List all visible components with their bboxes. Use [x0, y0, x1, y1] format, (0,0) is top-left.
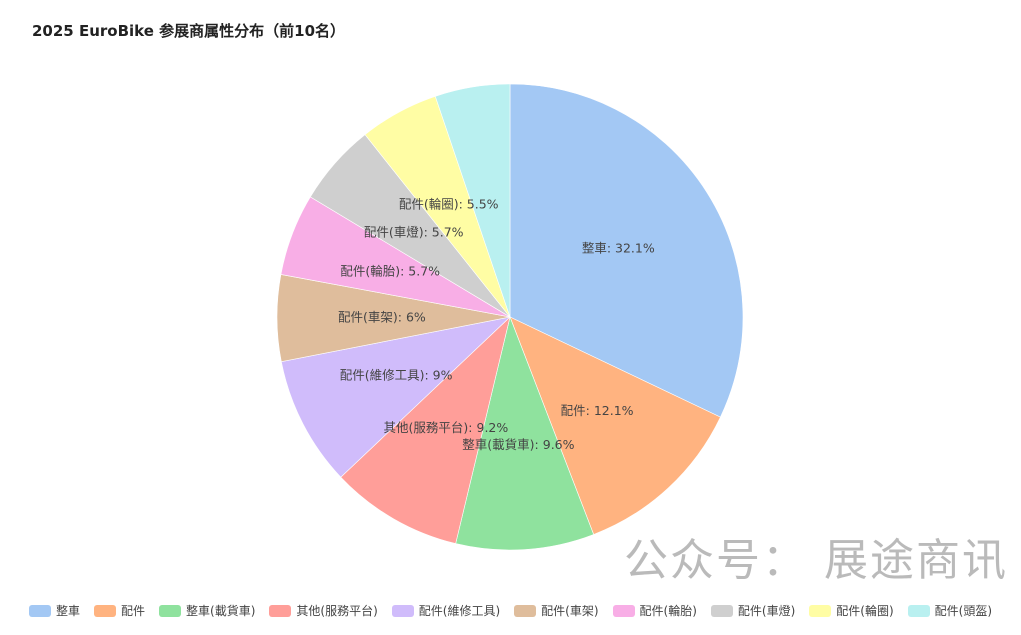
- pie-data-label: 配件(輪胎): 5.7%: [340, 264, 440, 279]
- pie-slice[interactable]: [455, 315, 595, 551]
- legend-swatch: [809, 604, 832, 617]
- legend-item[interactable]: 其他(服務平台): [269, 602, 378, 619]
- legend-item[interactable]: 配件(輪胎): [612, 602, 697, 619]
- chart-legend: 整車 配件 整車(載貨車) 其他(服務平台) 配件(維修工具) 配件(車架) 配件(輪胎) 配…: [0, 602, 1021, 619]
- pie-data-label: 配件(輪圈): 5.5%: [399, 197, 499, 212]
- legend-item[interactable]: 配件(維修工具): [391, 602, 501, 619]
- legend-swatch: [269, 604, 292, 617]
- legend-swatch: [907, 604, 930, 617]
- legend-label: 配件(輪胎): [639, 604, 697, 618]
- legend-item[interactable]: 配件(輪圈): [809, 602, 894, 619]
- legend-swatch: [710, 604, 733, 617]
- legend-swatch: [28, 604, 51, 617]
- legend-item[interactable]: 配件(頭盔): [907, 602, 993, 619]
- pie-data-label: 配件(維修工具): 9%: [340, 368, 453, 383]
- pie-data-label: 整車: 32.1%: [582, 241, 655, 256]
- chart-title: 2025 EuroBike 参展商属性分布（前10名）: [32, 22, 346, 40]
- legend-label: 配件(輪圈): [836, 604, 894, 618]
- legend-item[interactable]: 配件(車架): [514, 602, 599, 619]
- pie-slice[interactable]: [509, 83, 744, 418]
- legend-label: 配件(頭盔): [934, 604, 993, 618]
- pie-slice[interactable]: [509, 316, 721, 535]
- legend-label: 配件(車架): [541, 604, 599, 618]
- legend-label: 配件(維修工具): [418, 604, 501, 618]
- pie-data-label: 其他(服務平台): 9.2%: [384, 420, 509, 435]
- legend-item[interactable]: 整車: [28, 602, 80, 619]
- legend-swatch: [514, 604, 537, 617]
- legend-label: 其他(服務平台): [296, 604, 378, 618]
- legend-label: 配件: [121, 604, 146, 618]
- legend-swatch: [94, 604, 116, 617]
- legend-label: 配件(車燈): [737, 604, 796, 618]
- legend-label: 整車(載貨車): [186, 604, 256, 618]
- pie-slice[interactable]: [340, 316, 511, 544]
- legend-item[interactable]: 配件: [94, 602, 145, 619]
- pie-slices: [276, 83, 744, 551]
- legend-swatch: [159, 604, 182, 617]
- legend-swatch: [391, 604, 414, 617]
- pie-data-label: 配件(車架): 6%: [338, 310, 426, 325]
- legend-item[interactable]: 配件(車燈): [710, 602, 796, 619]
- watermark: 公众号： 展途商讯: [624, 535, 1008, 586]
- legend-item[interactable]: 整車(載貨車): [159, 602, 255, 619]
- pie-slice[interactable]: [434, 83, 511, 318]
- pie-data-labels: 整車: 32.1% 配件: 12.1% 整車(載貨車): 9.6% 其他(服務平台):…: [338, 197, 655, 452]
- pie-data-label: 配件(車燈): 5.7%: [364, 225, 464, 240]
- legend-label: 整車: [55, 604, 80, 618]
- pie-data-label: 整車(載貨車): 9.6%: [462, 437, 574, 452]
- pie-slice[interactable]: [280, 316, 511, 478]
- pie-data-label: 配件: 12.1%: [561, 403, 634, 418]
- legend-swatch: [612, 604, 635, 617]
